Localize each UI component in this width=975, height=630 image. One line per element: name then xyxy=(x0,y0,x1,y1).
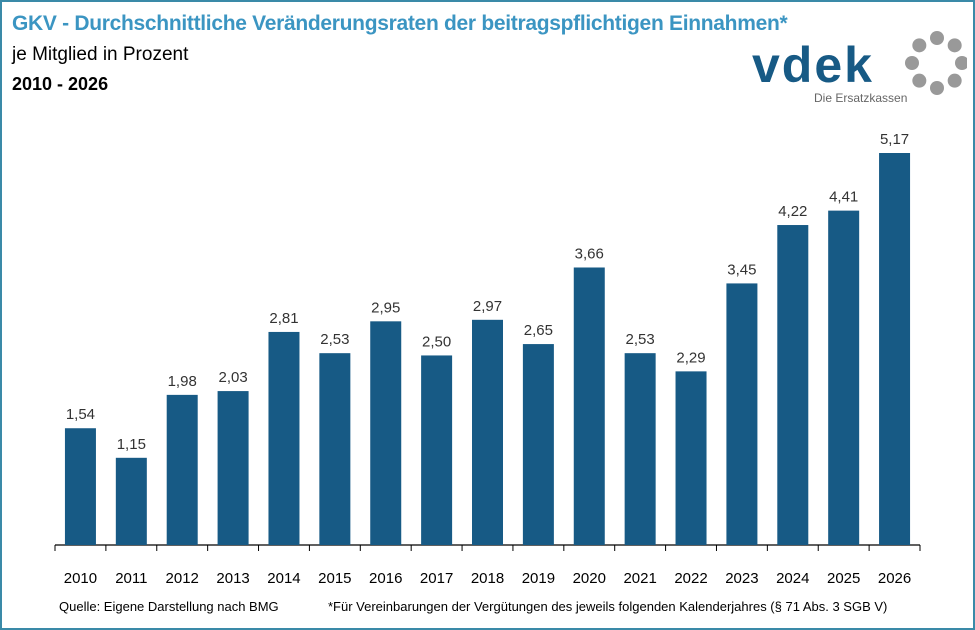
chart-title: GKV - Durchschnittliche Veränderungsrate… xyxy=(12,12,788,35)
x-tick-label-2018: 2018 xyxy=(471,570,504,587)
x-tick-label-2023: 2023 xyxy=(725,570,758,587)
bar-2011 xyxy=(115,457,147,545)
x-tick-label-2025: 2025 xyxy=(827,570,860,587)
x-tick-label-2014: 2014 xyxy=(267,570,300,587)
data-label-2024: 4,22 xyxy=(778,203,807,220)
data-label-2025: 4,41 xyxy=(829,189,858,206)
data-label-2019: 2,65 xyxy=(524,322,553,339)
data-label-2023: 3,45 xyxy=(727,261,756,278)
x-tick-label-2019: 2019 xyxy=(522,570,555,587)
vdek-logo: vdek Die Ersatzkassen xyxy=(752,31,967,105)
chart-subtitle: je Mitglied in Prozent xyxy=(12,44,189,65)
bar-2024 xyxy=(777,225,809,545)
svg-text:Die Ersatzkassen: Die Ersatzkassen xyxy=(814,91,907,105)
logo-ring-dot xyxy=(947,38,962,53)
bar-2022 xyxy=(675,371,707,545)
bar-2013 xyxy=(217,391,249,545)
logo-ring-dot xyxy=(955,56,967,70)
x-tick-label-2024: 2024 xyxy=(776,570,809,587)
bar-chart: 1,54 2010 1,15 2011 1,98 2012 2,03 2013 2,81 2014… xyxy=(54,131,921,587)
logo-ring-dot xyxy=(930,31,944,45)
x-tick-label-2013: 2013 xyxy=(216,570,249,587)
logo-ring-dot xyxy=(930,81,944,95)
data-label-2011: 1,15 xyxy=(117,436,146,453)
data-label-2016: 2,95 xyxy=(371,299,400,316)
data-label-2020: 3,66 xyxy=(575,245,604,262)
x-tick-label-2021: 2021 xyxy=(623,570,656,587)
x-tick-label-2020: 2020 xyxy=(573,570,606,587)
x-tick-label-2012: 2012 xyxy=(166,570,199,587)
data-label-2010: 1,54 xyxy=(66,406,95,423)
bar-2020 xyxy=(573,267,605,545)
bar-2025 xyxy=(828,210,860,545)
source-note: Quelle: Eigene Darstellung nach BMG xyxy=(59,599,279,614)
x-tick-label-2010: 2010 xyxy=(64,570,97,587)
data-label-2018: 2,97 xyxy=(473,298,502,315)
svg-text:vdek: vdek xyxy=(752,37,874,93)
data-label-2014: 2,81 xyxy=(269,310,298,327)
bar-2026 xyxy=(879,153,911,545)
logo-ring-dot xyxy=(912,38,927,53)
bar-2023 xyxy=(726,283,758,545)
x-tick-label-2015: 2015 xyxy=(318,570,351,587)
data-label-2012: 1,98 xyxy=(168,373,197,390)
bar-2019 xyxy=(522,344,554,545)
x-tick-label-2016: 2016 xyxy=(369,570,402,587)
bar-2016 xyxy=(370,321,402,545)
bar-2021 xyxy=(624,353,656,545)
logo-ring-dot xyxy=(947,73,962,88)
x-tick-label-2022: 2022 xyxy=(674,570,707,587)
x-tick-label-2026: 2026 xyxy=(878,570,911,587)
bar-2018 xyxy=(472,319,503,545)
bar-2017 xyxy=(421,355,453,545)
data-label-2021: 2,53 xyxy=(626,331,655,348)
data-label-2022: 2,29 xyxy=(676,349,705,366)
chart-period: 2010 - 2026 xyxy=(12,74,109,94)
data-label-2013: 2,03 xyxy=(218,369,247,386)
data-label-2026: 5,17 xyxy=(880,131,909,148)
data-label-2017: 2,50 xyxy=(422,333,451,350)
data-label-2015: 2,53 xyxy=(320,331,349,348)
x-tick-label-2011: 2011 xyxy=(115,570,147,587)
x-tick-label-2017: 2017 xyxy=(420,570,453,587)
bar-2015 xyxy=(319,353,351,545)
footnote: *Für Vereinbarungen der Vergütungen des … xyxy=(328,599,888,614)
bar-2010 xyxy=(64,428,96,545)
logo-ring-dot xyxy=(912,73,927,88)
bar-2012 xyxy=(166,394,198,545)
bar-2014 xyxy=(268,331,300,545)
logo-ring-dot xyxy=(905,56,919,70)
